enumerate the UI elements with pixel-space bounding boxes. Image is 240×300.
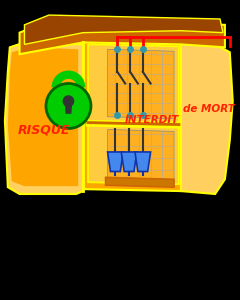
Polygon shape — [88, 124, 179, 184]
Polygon shape — [108, 130, 174, 179]
Text: RISQUE: RISQUE — [18, 124, 70, 137]
Polygon shape — [181, 42, 233, 194]
Text: INTERDIT: INTERDIT — [124, 115, 179, 125]
Polygon shape — [5, 42, 83, 194]
Text: de MORT: de MORT — [183, 104, 235, 114]
Circle shape — [46, 83, 91, 128]
Polygon shape — [83, 33, 181, 191]
Polygon shape — [19, 21, 225, 54]
Polygon shape — [106, 177, 174, 187]
Polygon shape — [65, 101, 72, 114]
Polygon shape — [108, 49, 174, 119]
Polygon shape — [24, 15, 223, 44]
Polygon shape — [8, 47, 78, 186]
Polygon shape — [121, 152, 137, 172]
Polygon shape — [135, 152, 150, 172]
Polygon shape — [88, 44, 179, 123]
Polygon shape — [108, 152, 123, 172]
Circle shape — [63, 95, 74, 107]
